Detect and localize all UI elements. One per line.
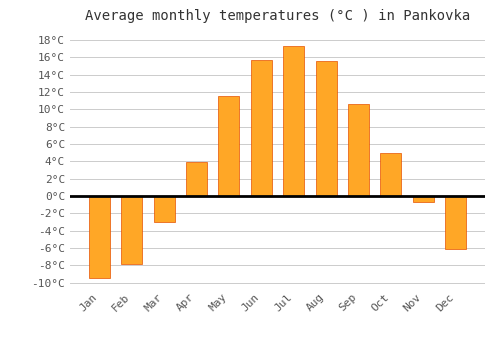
Bar [445, 196, 466, 249]
Bar [412, 196, 434, 202]
Bar [348, 104, 369, 196]
Bar [154, 196, 174, 222]
Bar [283, 46, 304, 196]
Bar [380, 153, 402, 196]
Bar [89, 196, 110, 278]
Title: Average monthly temperatures (°C ) in Pankovka: Average monthly temperatures (°C ) in Pa… [85, 9, 470, 23]
Bar [121, 196, 142, 265]
Bar [316, 61, 336, 196]
Bar [186, 162, 207, 196]
Bar [251, 60, 272, 196]
Bar [218, 96, 240, 196]
